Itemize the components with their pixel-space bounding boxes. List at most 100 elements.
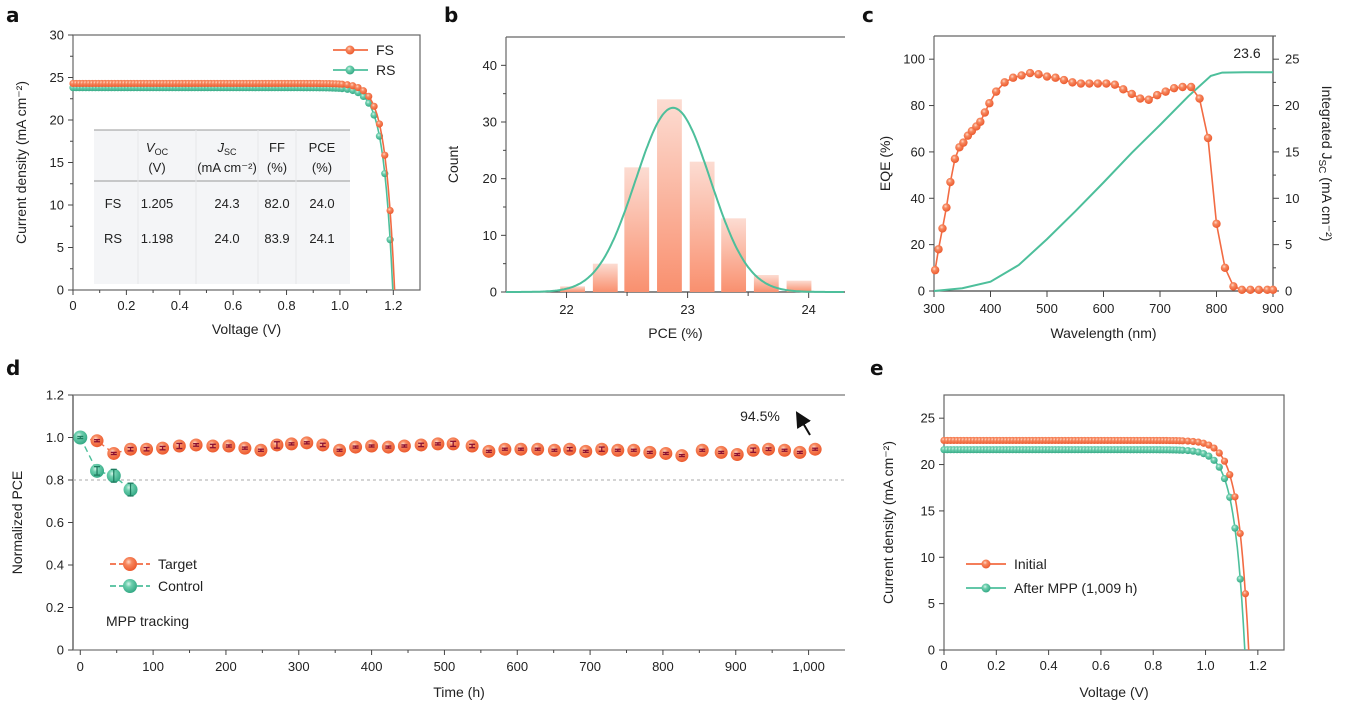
eqe-data-point bbox=[1102, 79, 1111, 88]
table-cell-voc: 1.205 bbox=[141, 196, 174, 211]
table-row-label: FS bbox=[105, 196, 122, 211]
connector-Control bbox=[79, 437, 131, 491]
data-point bbox=[1241, 590, 1250, 598]
table-cell-pce: 24.1 bbox=[309, 231, 334, 246]
y-tick-label: 0 bbox=[928, 643, 935, 658]
legend-marker bbox=[981, 583, 991, 593]
eqe-data-point bbox=[1161, 87, 1170, 96]
data-point bbox=[1210, 456, 1218, 464]
eqe-data-point bbox=[1178, 82, 1187, 92]
eqe-data-point bbox=[1254, 285, 1264, 295]
legend: Target Control bbox=[110, 556, 203, 594]
histogram-bar bbox=[721, 218, 747, 292]
data-point bbox=[1189, 437, 1197, 446]
x-tick-label: 0.6 bbox=[224, 298, 242, 313]
retention-annotation: 94.5% bbox=[740, 408, 780, 424]
series-line bbox=[944, 448, 1246, 651]
y-tick-label: 5 bbox=[57, 240, 64, 255]
data-point bbox=[1231, 493, 1239, 501]
eqe-data-point bbox=[1127, 89, 1136, 99]
data-point bbox=[1215, 463, 1223, 471]
eqe-data-point bbox=[930, 265, 940, 275]
y-tick-label: 1.2 bbox=[46, 388, 64, 403]
x-axis-label: Time (h) bbox=[433, 684, 485, 700]
x-tick-label: 0.2 bbox=[987, 658, 1005, 673]
data-point bbox=[1215, 449, 1223, 457]
eqe-data-point bbox=[1136, 94, 1145, 103]
eqe-data-point bbox=[1025, 68, 1035, 78]
eqe-data-point bbox=[1203, 133, 1213, 143]
x-tick-label: 500 bbox=[1036, 301, 1058, 316]
eqe-data-point bbox=[946, 177, 955, 187]
panel-e-jv-after-mpp: 0 0.2 0.4 0.6 0.8 1.0 1.2 0 5 10 15 20 25 Voltage (V)… bbox=[880, 394, 1285, 700]
y-tick-label-left: 100 bbox=[903, 52, 925, 67]
y-axis-label-right: Integrated JSC (mA cm⁻²) bbox=[1316, 86, 1335, 242]
panel-label-d: d bbox=[6, 356, 20, 380]
x-tick-label: 0.8 bbox=[1144, 658, 1162, 673]
eqe-data-point bbox=[1268, 285, 1278, 295]
x-tick-label: 22 bbox=[559, 302, 573, 317]
x-tick-label: 300 bbox=[923, 301, 945, 316]
y-tick-label-left: 60 bbox=[911, 144, 925, 159]
x-tick-label: 900 bbox=[1262, 301, 1284, 316]
plot-frame bbox=[943, 394, 1285, 651]
data-point-FS bbox=[354, 83, 362, 92]
annotation-arrow bbox=[795, 411, 811, 436]
y-tick-label-left: 80 bbox=[911, 98, 925, 113]
data-point-FS bbox=[370, 102, 378, 110]
y-tick-label: 1.0 bbox=[46, 430, 64, 445]
integrated-jsc-annotation: 23.6 bbox=[1233, 45, 1260, 61]
data-point-FS bbox=[375, 120, 384, 128]
eqe-data-point bbox=[1169, 83, 1179, 93]
eqe-data-point bbox=[950, 154, 960, 164]
table-cell-ff: 83.9 bbox=[264, 231, 289, 246]
data-point bbox=[1179, 437, 1187, 445]
y-tick-label: 0 bbox=[57, 643, 64, 658]
data-point-FS bbox=[359, 87, 368, 95]
data-point bbox=[1205, 452, 1213, 460]
x-tick-label: 24 bbox=[801, 302, 815, 317]
legend-label: After MPP (1,009 h) bbox=[1014, 580, 1137, 596]
data-point bbox=[1220, 474, 1229, 483]
y-tick-label-right: 5 bbox=[1285, 237, 1292, 252]
panel-label-b: b bbox=[444, 3, 458, 27]
histogram-bar bbox=[624, 167, 650, 292]
histogram-bar bbox=[689, 161, 715, 292]
histogram-bar bbox=[657, 99, 682, 292]
x-tick-label: 900 bbox=[725, 659, 747, 674]
legend-marker-Target bbox=[123, 557, 137, 571]
eqe-data-point bbox=[1000, 78, 1009, 87]
eqe-data-point bbox=[1068, 78, 1077, 87]
table-background bbox=[94, 130, 350, 284]
eqe-data-point bbox=[976, 117, 985, 126]
table-header-2: FF bbox=[269, 140, 285, 155]
table-cell-pce: 24.0 bbox=[309, 196, 334, 211]
eqe-data-point bbox=[1059, 75, 1069, 85]
x-tick-label: 400 bbox=[361, 659, 383, 674]
table-cell-ff: 82.0 bbox=[264, 196, 289, 211]
x-tick-label: 0.2 bbox=[117, 298, 135, 313]
data-point-FS bbox=[386, 206, 394, 215]
x-tick-label: 400 bbox=[980, 301, 1002, 316]
y-tick-label: 40 bbox=[483, 58, 497, 73]
y-tick-label-left: 20 bbox=[911, 237, 925, 252]
x-tick-label: 600 bbox=[506, 659, 528, 674]
eqe-data-point bbox=[1246, 285, 1255, 295]
eqe-data-point bbox=[934, 245, 943, 254]
eqe-data-point bbox=[1119, 85, 1128, 94]
data-point bbox=[1231, 524, 1239, 532]
x-tick-label: 1.2 bbox=[384, 298, 402, 313]
eqe-data-point bbox=[1093, 79, 1103, 88]
legend-label-FS: FS bbox=[376, 42, 394, 58]
panel-b-pce-histogram: 22 23 24 0 10 20 30 40 PCE (%) Count bbox=[445, 36, 845, 341]
data-point bbox=[1226, 493, 1234, 501]
y-axis-label: Current density (mA cm⁻²) bbox=[880, 441, 896, 604]
legend-marker bbox=[981, 559, 991, 569]
histogram-bar bbox=[560, 286, 585, 292]
y-tick-label-right: 15 bbox=[1285, 144, 1299, 159]
y-tick-label: 0.2 bbox=[46, 600, 64, 615]
y-tick-label-right: 0 bbox=[1285, 284, 1292, 299]
data-point-FS bbox=[365, 92, 373, 100]
legend-label-Control: Control bbox=[158, 578, 203, 594]
